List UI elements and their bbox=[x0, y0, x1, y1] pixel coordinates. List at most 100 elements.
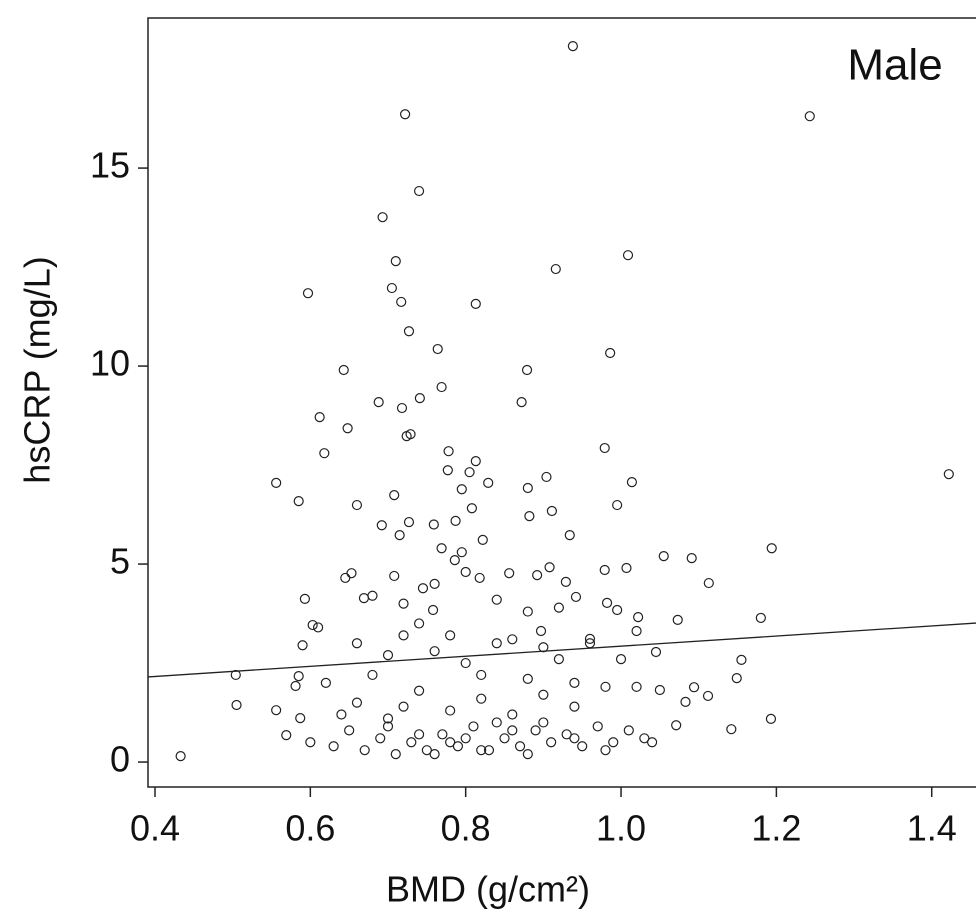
point bbox=[477, 534, 488, 546]
point bbox=[403, 516, 415, 528]
point bbox=[231, 699, 242, 711]
point bbox=[592, 721, 603, 732]
point bbox=[600, 681, 611, 692]
point bbox=[474, 572, 485, 584]
point bbox=[535, 625, 547, 637]
point bbox=[703, 577, 714, 589]
point bbox=[476, 745, 487, 756]
point bbox=[358, 593, 370, 604]
point bbox=[599, 442, 610, 454]
point bbox=[429, 749, 440, 760]
point bbox=[633, 612, 644, 623]
point bbox=[403, 326, 415, 337]
point bbox=[639, 733, 650, 744]
point bbox=[483, 745, 495, 756]
point bbox=[650, 646, 662, 658]
point bbox=[804, 111, 815, 122]
point bbox=[658, 551, 669, 562]
point bbox=[436, 543, 447, 554]
point bbox=[367, 669, 378, 681]
point bbox=[450, 515, 461, 526]
point bbox=[396, 402, 408, 414]
point bbox=[671, 720, 682, 731]
point bbox=[538, 717, 549, 728]
point bbox=[394, 530, 405, 541]
point bbox=[553, 602, 564, 613]
point bbox=[532, 570, 543, 581]
point bbox=[516, 397, 527, 408]
point bbox=[328, 741, 339, 752]
point bbox=[567, 41, 578, 52]
point bbox=[736, 654, 747, 665]
point bbox=[396, 296, 407, 308]
point bbox=[507, 725, 518, 736]
point bbox=[546, 505, 558, 517]
point bbox=[522, 482, 533, 494]
point bbox=[427, 604, 439, 616]
point bbox=[541, 471, 552, 483]
point bbox=[522, 749, 533, 760]
point bbox=[608, 737, 619, 748]
point bbox=[672, 614, 683, 625]
y-tick-label: 0 bbox=[110, 739, 130, 780]
point bbox=[314, 412, 325, 423]
point bbox=[398, 630, 409, 641]
point bbox=[442, 465, 453, 476]
point bbox=[413, 685, 425, 696]
x-tick-label: 0.4 bbox=[130, 808, 180, 849]
point bbox=[615, 653, 627, 665]
point bbox=[601, 597, 613, 608]
point bbox=[560, 576, 571, 587]
x-tick-label: 0.8 bbox=[441, 808, 491, 849]
point bbox=[569, 733, 580, 744]
x-tick-label: 0.6 bbox=[285, 808, 335, 849]
point bbox=[320, 677, 331, 688]
point bbox=[491, 594, 502, 605]
point bbox=[731, 673, 742, 684]
point bbox=[437, 729, 448, 740]
point bbox=[319, 448, 330, 459]
point bbox=[429, 578, 440, 589]
point bbox=[507, 634, 518, 645]
point bbox=[550, 263, 561, 275]
point bbox=[445, 737, 456, 748]
point bbox=[344, 725, 355, 736]
point bbox=[686, 553, 697, 564]
point bbox=[230, 669, 241, 681]
point bbox=[647, 737, 658, 748]
point bbox=[483, 477, 494, 488]
point bbox=[623, 725, 634, 736]
point bbox=[375, 733, 386, 744]
point bbox=[338, 364, 349, 376]
point bbox=[626, 476, 638, 488]
point bbox=[466, 503, 477, 514]
point bbox=[351, 638, 363, 649]
point bbox=[600, 745, 611, 756]
point bbox=[499, 733, 510, 744]
point bbox=[943, 469, 954, 480]
point bbox=[386, 282, 397, 294]
point bbox=[504, 568, 515, 579]
point bbox=[476, 693, 487, 704]
x-tick-label: 1.2 bbox=[751, 808, 801, 849]
point bbox=[456, 484, 467, 495]
x-tick-label: 1.4 bbox=[907, 808, 957, 849]
point bbox=[307, 619, 318, 631]
point bbox=[293, 495, 304, 507]
point bbox=[421, 745, 432, 756]
point bbox=[460, 733, 471, 744]
point bbox=[464, 467, 475, 478]
point bbox=[599, 564, 610, 576]
y-tick-label: 10 bbox=[90, 343, 130, 384]
point bbox=[569, 701, 580, 712]
point bbox=[432, 343, 443, 355]
point bbox=[390, 256, 401, 267]
point bbox=[521, 364, 533, 376]
point bbox=[553, 653, 564, 665]
point bbox=[399, 109, 411, 120]
point bbox=[468, 721, 479, 732]
point bbox=[382, 650, 394, 661]
point bbox=[389, 490, 400, 501]
point bbox=[293, 671, 304, 682]
